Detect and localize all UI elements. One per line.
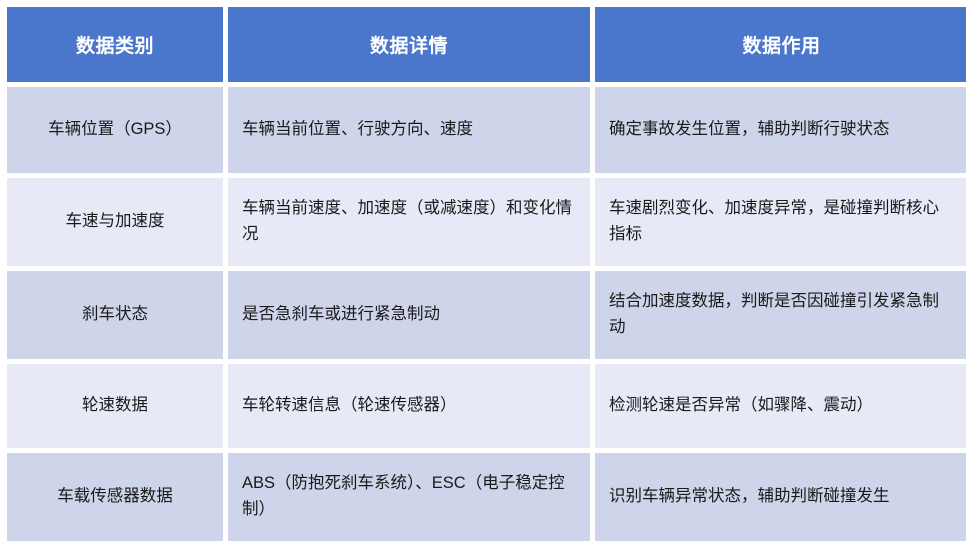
cell-detail: 是否急刹车或进行紧急制动 — [228, 271, 590, 359]
cell-detail: 车轮转速信息（轮速传感器） — [228, 364, 590, 448]
table-row: 刹车状态 是否急刹车或进行紧急制动 结合加速度数据，判断是否因碰撞引发紧急制动 — [7, 271, 966, 359]
table-container: 数据类别 数据详情 数据作用 车辆位置（GPS） 车辆当前位置、行驶方向、速度 … — [7, 7, 966, 541]
cell-category: 轮速数据 — [7, 364, 223, 448]
cell-purpose: 确定事故发生位置，辅助判断行驶状态 — [595, 87, 966, 173]
cell-purpose: 车速剧烈变化、加速度异常，是碰撞判断核心指标 — [595, 178, 966, 266]
table-row: 车辆位置（GPS） 车辆当前位置、行驶方向、速度 确定事故发生位置，辅助判断行驶… — [7, 87, 966, 173]
table-body: 车辆位置（GPS） 车辆当前位置、行驶方向、速度 确定事故发生位置，辅助判断行驶… — [7, 87, 966, 541]
cell-category: 刹车状态 — [7, 271, 223, 359]
cell-category: 车载传感器数据 — [7, 453, 223, 541]
cell-category: 车辆位置（GPS） — [7, 87, 223, 173]
cell-purpose: 识别车辆异常状态，辅助判断碰撞发生 — [595, 453, 966, 541]
column-header-category: 数据类别 — [7, 7, 223, 82]
table-header: 数据类别 数据详情 数据作用 — [7, 7, 966, 82]
cell-category: 车速与加速度 — [7, 178, 223, 266]
table-row: 轮速数据 车轮转速信息（轮速传感器） 检测轮速是否异常（如骤降、震动） — [7, 364, 966, 448]
cell-purpose: 结合加速度数据，判断是否因碰撞引发紧急制动 — [595, 271, 966, 359]
column-header-detail: 数据详情 — [228, 7, 590, 82]
table-row: 车载传感器数据 ABS（防抱死刹车系统）、ESC（电子稳定控制） 识别车辆异常状… — [7, 453, 966, 541]
cell-detail: ABS（防抱死刹车系统）、ESC（电子稳定控制） — [228, 453, 590, 541]
header-row: 数据类别 数据详情 数据作用 — [7, 7, 966, 82]
cell-detail: 车辆当前速度、加速度（或减速度）和变化情况 — [228, 178, 590, 266]
cell-detail: 车辆当前位置、行驶方向、速度 — [228, 87, 590, 173]
table-row: 车速与加速度 车辆当前速度、加速度（或减速度）和变化情况 车速剧烈变化、加速度异… — [7, 178, 966, 266]
column-header-purpose: 数据作用 — [595, 7, 966, 82]
cell-purpose: 检测轮速是否异常（如骤降、震动） — [595, 364, 966, 448]
